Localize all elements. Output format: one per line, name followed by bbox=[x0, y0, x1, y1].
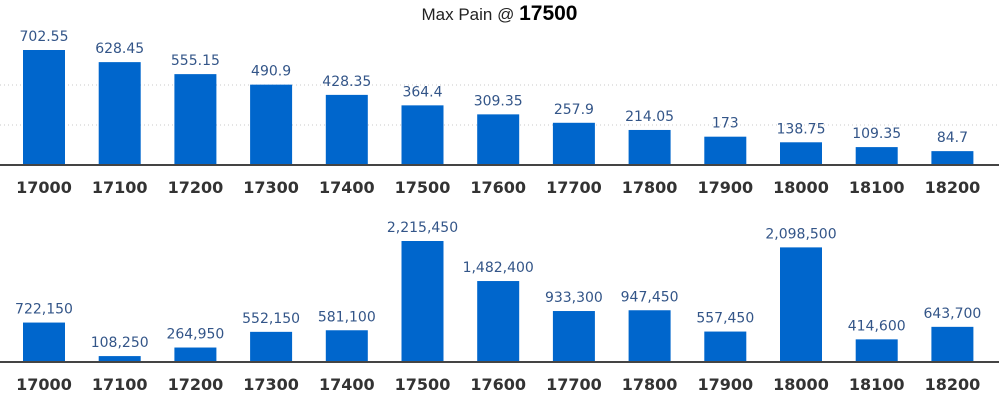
x-tick-label: 17100 bbox=[92, 178, 148, 197]
bar-17700 bbox=[552, 311, 595, 362]
bar-17400 bbox=[325, 94, 368, 165]
bar-17000 bbox=[23, 322, 65, 362]
x-tick-label: 17500 bbox=[395, 375, 451, 394]
data-label: 555.15 bbox=[171, 53, 220, 69]
bar-17200 bbox=[174, 347, 217, 362]
bar-18200 bbox=[931, 151, 974, 165]
bar-17700 bbox=[552, 122, 595, 165]
call-premium-bar-chart: 702.55 17000 628.45 17100 555.15 17200 490.9 17… bbox=[0, 29, 999, 197]
x-tick-label: 17700 bbox=[546, 375, 602, 394]
data-label: 1,482,400 bbox=[463, 260, 534, 276]
data-label: 264,950 bbox=[166, 327, 224, 343]
data-label: 173 bbox=[712, 116, 739, 132]
data-label: 643,700 bbox=[923, 306, 981, 322]
x-tick-label: 17400 bbox=[319, 375, 375, 394]
x-tick-label: 18000 bbox=[773, 178, 829, 197]
x-tick-label: 18200 bbox=[925, 178, 981, 197]
data-label: 933,300 bbox=[545, 290, 603, 306]
data-label: 138.75 bbox=[777, 121, 826, 137]
data-label: 84.7 bbox=[937, 130, 968, 146]
data-label: 364.4 bbox=[402, 84, 442, 100]
x-tick-label: 17400 bbox=[319, 178, 375, 197]
chart-title-value: 17500 bbox=[519, 2, 578, 25]
x-tick-label: 18100 bbox=[849, 178, 905, 197]
data-label: 214.05 bbox=[625, 109, 674, 125]
bar-17100 bbox=[98, 62, 141, 165]
bar-17900 bbox=[704, 136, 747, 165]
data-label: 257.9 bbox=[554, 102, 594, 118]
bar-18100 bbox=[855, 147, 898, 165]
data-label: 108,250 bbox=[91, 335, 149, 351]
x-tick-label: 17000 bbox=[16, 375, 72, 394]
data-label: 309.35 bbox=[474, 93, 523, 109]
bar-18200 bbox=[931, 326, 974, 362]
chart-title: Max Pain @ 17500 bbox=[0, 2, 999, 26]
bar-17100 bbox=[98, 356, 141, 362]
x-tick-label: 17900 bbox=[697, 375, 753, 394]
x-tick-label: 17700 bbox=[546, 178, 602, 197]
x-tick-label: 17100 bbox=[92, 375, 148, 394]
x-tick-label: 18100 bbox=[849, 375, 905, 394]
data-label: 414,600 bbox=[848, 318, 906, 334]
data-label: 947,450 bbox=[621, 289, 679, 305]
data-label: 702.55 bbox=[20, 29, 69, 45]
data-label: 557,450 bbox=[696, 311, 754, 327]
x-tick-label: 17000 bbox=[16, 178, 72, 197]
bar-17600 bbox=[477, 281, 520, 362]
bar-17800 bbox=[628, 310, 671, 362]
bar-17300 bbox=[250, 331, 293, 362]
x-tick-label: 17200 bbox=[168, 375, 224, 394]
bar-17800 bbox=[628, 129, 671, 165]
bar-17400 bbox=[325, 330, 368, 362]
bar-17500 bbox=[401, 241, 444, 362]
x-tick-label: 17800 bbox=[622, 178, 678, 197]
data-label: 2,215,450 bbox=[387, 220, 458, 236]
data-label: 628.45 bbox=[95, 41, 144, 57]
data-label: 490.9 bbox=[251, 64, 291, 80]
x-tick-label: 17800 bbox=[622, 375, 678, 394]
bar-18100 bbox=[855, 339, 898, 362]
bar-17200 bbox=[174, 74, 217, 165]
bar-18000 bbox=[780, 247, 822, 362]
data-label: 581,100 bbox=[318, 309, 376, 325]
data-label: 2,098,500 bbox=[765, 226, 836, 242]
bar-18000 bbox=[780, 142, 822, 165]
x-tick-label: 17300 bbox=[243, 178, 299, 197]
chart-title-prefix: Max Pain @ bbox=[421, 5, 515, 24]
data-label: 109.35 bbox=[852, 126, 901, 142]
data-label: 428.35 bbox=[322, 74, 371, 90]
bar-17900 bbox=[704, 331, 747, 362]
x-tick-label: 17200 bbox=[168, 178, 224, 197]
x-tick-label: 17600 bbox=[470, 178, 526, 197]
data-label: 722,150 bbox=[15, 302, 73, 318]
bar-17000 bbox=[23, 50, 65, 165]
x-tick-label: 18200 bbox=[925, 375, 981, 394]
x-tick-label: 17300 bbox=[243, 375, 299, 394]
x-tick-label: 17500 bbox=[395, 178, 451, 197]
data-label: 552,150 bbox=[242, 311, 300, 327]
bar-17300 bbox=[250, 84, 293, 165]
bar-17600 bbox=[477, 114, 520, 165]
x-tick-label: 17600 bbox=[470, 375, 526, 394]
x-tick-label: 18000 bbox=[773, 375, 829, 394]
bar-17500 bbox=[401, 105, 444, 165]
x-tick-label: 17900 bbox=[697, 178, 753, 197]
